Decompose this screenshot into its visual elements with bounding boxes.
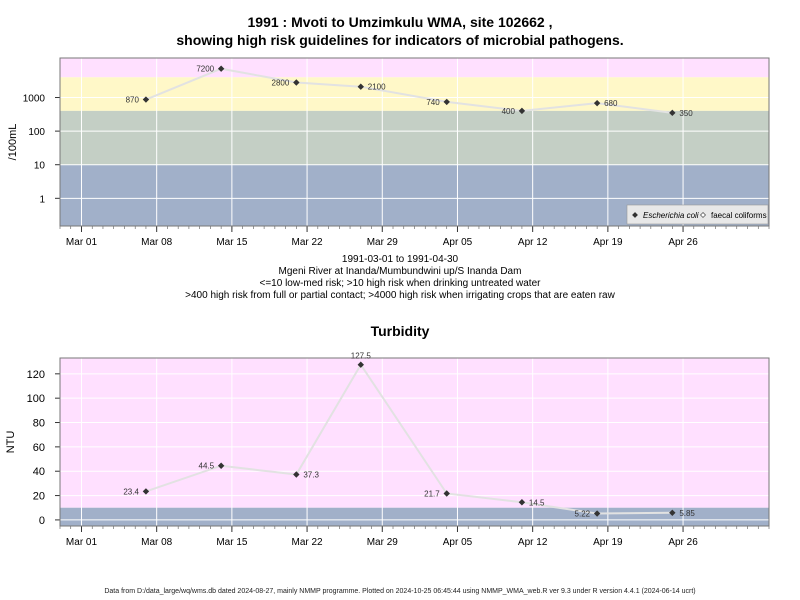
turbidity-x-tick-label: Apr 05 [443,537,473,548]
ecoli-y-tick-label: 1000 [23,94,46,105]
contact-risk-note: >400 high risk from full or partial cont… [185,290,615,301]
turbidity-series-line [145,362,673,515]
turbidity-data-label: 127.5 [351,352,372,361]
legend-marker [632,212,638,218]
ecoli-x-tick-label: Apr 26 [668,237,698,248]
turbidity-x-tick-label: Apr 12 [518,537,548,548]
ecoli-data-label: 400 [502,107,516,116]
site-description: Mgeni River at Inanda/Mumbundwini up/S I… [278,266,522,277]
chart-title-line1: 1991 : Mvoti to Umzimkulu WMA, site 1026… [247,14,553,30]
ecoli-y-tick-label: 1 [39,194,45,205]
turbidity-y-tick-label: 60 [33,442,45,454]
turbidity-x-tick-label: Mar 29 [367,537,399,548]
ecoli-data-label: 870 [126,96,140,105]
turbidity-data-point [142,488,150,495]
turbidity-data-label: 14.5 [529,498,545,507]
footer-note: Data from D:/data_large/wq/wms.db dated … [104,588,696,595]
turbidity-risk-band-pink [60,358,769,508]
turbidity-data-point [518,499,526,506]
ecoli-x-tick-label: Mar 15 [216,237,248,248]
turbidity-data-label: 5.22 [575,510,591,519]
ecoli-y-tick-label: 100 [28,127,45,138]
ecoli-data-point [293,79,300,86]
turbidity-data-point [217,462,225,469]
turbidity-y-tick-label: 80 [33,418,45,430]
drinking-risk-note: <=10 low-med risk; >10 high risk when dr… [259,278,541,289]
ecoli-x-tick-label: Mar 22 [292,237,324,248]
turbidity-y-tick-label: 0 [39,515,45,527]
turbidity-y-tick-label: 20 [33,491,45,503]
turbidity-risk-band-blue [60,507,769,526]
turbidity-data-point [669,509,676,516]
turbidity-data-point [293,471,300,478]
ecoli-risk-band-green [60,110,769,165]
turbidity-x-tick-label: Mar 08 [141,537,173,548]
ecoli-data-point [669,109,676,117]
ecoli-x-tick-label: Mar 08 [141,237,173,248]
legend-item-label: faecal coliforms [711,211,767,220]
ecoli-data-label: 7200 [196,65,214,74]
turbidity-plot-frame [59,357,770,527]
legend-marker [700,212,706,218]
ecoli-series-line [145,67,673,114]
ecoli-y-axis-label: /100mL [7,124,19,161]
ecoli-x-tick-label: Mar 01 [66,237,98,248]
legend-box [626,204,769,225]
ecoli-risk-band-yellow [60,77,769,111]
turbidity-x-tick-label: Mar 01 [66,537,98,548]
turbidity-data-label: 44.5 [199,462,215,471]
ecoli-x-tick-label: Apr 12 [518,237,548,248]
ecoli-x-tick-label: Mar 29 [367,237,399,248]
ecoli-risk-band-pink [60,58,769,78]
ecoli-data-point [357,83,364,90]
turbidity-data-label: 37.3 [303,471,319,480]
date-range: 1991-03-01 to 1991-04-30 [341,254,459,265]
turbidity-data-label: 21.7 [424,489,440,498]
turbidity-data-point [443,490,450,497]
turbidity-data-label: 5.85 [679,509,695,518]
ecoli-data-label: 2800 [272,78,290,87]
ecoli-y-tick-label: 10 [34,161,46,172]
ecoli-data-label: 2100 [368,83,386,92]
turbidity-title: Turbidity [370,323,430,339]
turbidity-y-axis-label: NTU [5,431,17,454]
turbidity-y-tick-label: 120 [27,369,45,381]
turbidity-x-tick-label: Mar 22 [292,537,324,548]
ecoli-data-point [593,99,601,107]
turbidity-x-tick-label: Apr 19 [593,537,623,548]
ecoli-data-point [443,98,450,106]
turbidity-y-tick-label: 100 [27,393,45,405]
ecoli-plot-frame [59,57,770,227]
turbidity-data-label: 23.4 [123,487,139,496]
ecoli-x-tick-label: Apr 05 [443,237,473,248]
turbidity-x-tick-label: Mar 15 [216,537,248,548]
ecoli-data-label: 740 [426,98,440,107]
turbidity-data-point [593,510,601,517]
ecoli-legend: Escherichia coli faecal coliforms [626,204,769,225]
ecoli-data-point [142,96,150,103]
ecoli-data-label: 350 [679,109,693,118]
turbidity-x-tick-label: Apr 26 [668,537,698,548]
ecoli-data-label: 680 [604,99,618,108]
chart-title-line2: showing high risk guidelines for indicat… [176,32,624,48]
ecoli-x-tick-label: Apr 19 [593,237,623,248]
legend-item-label: Escherichia coli [643,211,699,220]
turbidity-data-point [357,361,364,368]
ecoli-data-point [518,107,526,115]
turbidity-y-tick-label: 40 [33,466,45,478]
ecoli-data-point [217,65,225,72]
